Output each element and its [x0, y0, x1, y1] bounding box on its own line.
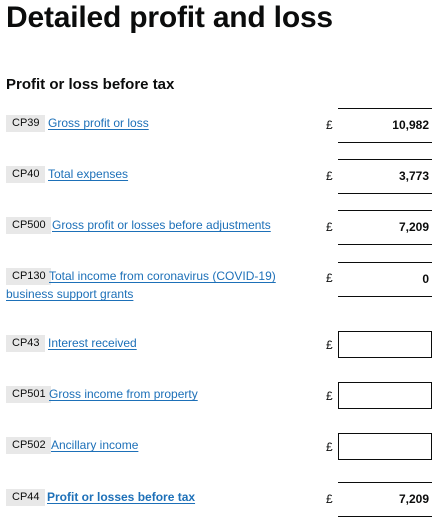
row-cp500: CP500 Gross profit or losses before adju… — [0, 210, 445, 246]
field-code: CP43 — [6, 335, 45, 352]
ancillary-income-link[interactable]: Ancillary income — [51, 438, 139, 452]
row-cp40: CP40 Total expenses £ 3,773 — [0, 159, 445, 195]
currency-symbol: £ — [326, 492, 333, 506]
currency-symbol: £ — [326, 271, 333, 285]
field-label: Interest received — [6, 334, 306, 352]
interest-received-input[interactable] — [338, 331, 432, 358]
value-box: 7,209 — [338, 210, 432, 245]
value-box: 7,209 — [338, 482, 432, 517]
field-code: CP130 — [6, 268, 51, 285]
field-code: CP44 — [6, 489, 45, 506]
field-label: Ancillary income — [6, 436, 306, 454]
value-box: 10,982 — [338, 108, 432, 143]
total-expenses-link[interactable]: Total expenses — [48, 167, 129, 181]
field-code: CP40 — [6, 166, 45, 183]
field-label: Total expenses — [6, 165, 306, 183]
section-title: Profit or loss before tax — [6, 76, 175, 93]
field-label: Gross profit or losses before adjustment… — [6, 216, 306, 234]
currency-symbol: £ — [326, 169, 333, 183]
row-cp44: CP44 Profit or losses before tax £ 7,209 — [0, 482, 445, 518]
profit-before-tax-link[interactable]: Profit or losses before tax — [47, 490, 196, 504]
ancillary-income-input[interactable] — [338, 433, 432, 460]
currency-symbol: £ — [326, 118, 333, 132]
gross-profit-before-adjustments-link[interactable]: Gross profit or losses before adjustment… — [52, 218, 271, 232]
gross-profit-link[interactable]: Gross profit or loss — [48, 116, 149, 130]
field-label: Gross profit or loss — [6, 114, 306, 132]
gross-income-property-link[interactable]: Gross income from property — [49, 387, 198, 401]
field-code: CP39 — [6, 115, 45, 132]
interest-received-link[interactable]: Interest received — [48, 336, 137, 350]
row-cp130: CP130 Total income from coronavirus (COV… — [0, 262, 445, 306]
row-cp502: CP502 Ancillary income £ — [0, 433, 445, 461]
row-cp501: CP501 Gross income from property £ — [0, 382, 445, 410]
field-label: Gross income from property — [6, 385, 306, 403]
page-title: Detailed profit and loss — [6, 1, 333, 34]
currency-symbol: £ — [326, 389, 333, 403]
field-code: CP500 — [6, 217, 51, 234]
field-code: CP502 — [6, 437, 51, 454]
row-cp39: CP39 Gross profit or loss £ 10,982 — [0, 108, 445, 144]
row-cp43: CP43 Interest received £ — [0, 331, 445, 359]
currency-symbol: £ — [326, 440, 333, 454]
covid-grants-link[interactable]: Total income from coronavirus (COVID-19)… — [6, 269, 276, 301]
currency-symbol: £ — [326, 220, 333, 234]
currency-symbol: £ — [326, 338, 333, 352]
gross-income-property-input[interactable] — [338, 382, 432, 409]
value-box: 3,773 — [338, 159, 432, 194]
field-label: Profit or losses before tax — [6, 488, 306, 506]
field-label: Total income from coronavirus (COVID-19)… — [6, 267, 296, 303]
field-code: CP501 — [6, 386, 51, 403]
value-box: 0 — [338, 262, 432, 297]
